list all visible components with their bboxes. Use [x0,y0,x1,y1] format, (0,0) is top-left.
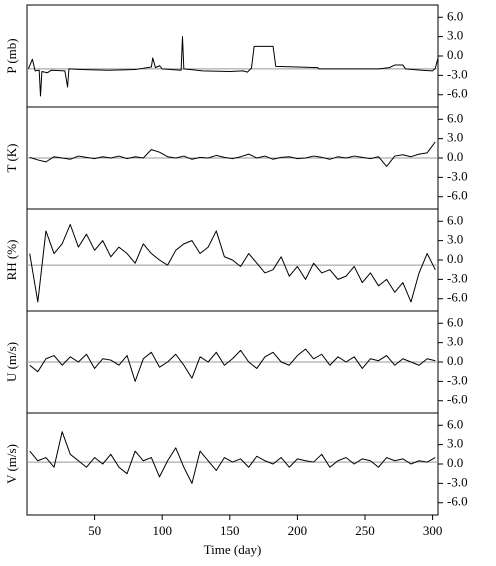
panel-frame [26,4,439,108]
y-tick-label: -6.0 [447,494,468,509]
y-tick-label: 3.0 [447,436,463,451]
data-line [29,141,436,167]
x-tick-label: 150 [220,523,240,538]
y-tick-label: -6.0 [447,188,468,203]
y-tick-label: 6.0 [447,314,463,329]
y-tick-label: -3.0 [447,474,468,489]
y-axis-label: U (m/s) [4,342,19,382]
y-axis-label: RH (%) [4,240,19,281]
y-tick-label: -6.0 [447,290,468,305]
y-tick-label: 6.0 [447,8,463,23]
x-tick-label: 200 [288,523,308,538]
y-axis-label: V (m/s) [4,444,19,484]
y-tick-label: 3.0 [447,232,463,247]
y-tick-label: 3.0 [447,334,463,349]
x-tick-label: 100 [152,523,172,538]
data-line [29,431,436,484]
x-tick-label: 50 [88,523,101,538]
y-tick-label: -3.0 [447,168,468,183]
y-tick-label: 0.0 [447,251,463,266]
y-tick-label: 0.0 [447,353,463,368]
data-line [29,348,436,382]
y-tick-label: 0.0 [447,455,463,470]
data-line [29,223,436,303]
y-tick-label: -6.0 [447,392,468,407]
y-tick-label: -3.0 [447,372,468,387]
y-tick-label: 6.0 [447,110,463,125]
y-tick-label: -3.0 [447,270,468,285]
y-tick-label: 3.0 [447,130,463,145]
x-tick-label: 300 [423,523,443,538]
data-line [27,36,439,97]
y-tick-label: -3.0 [447,66,468,81]
x-axis-label: Time (day) [204,542,262,557]
y-tick-label: 6.0 [447,212,463,227]
y-tick-label: 3.0 [447,28,463,43]
y-tick-label: 6.0 [447,416,463,431]
y-axis-label: T (K) [4,143,19,172]
x-tick-label: 250 [355,523,375,538]
y-tick-label: 0.0 [447,149,463,164]
y-tick-label: -6.0 [447,86,468,101]
y-axis-label: P (mb) [4,38,19,73]
y-tick-label: 0.0 [447,47,463,62]
